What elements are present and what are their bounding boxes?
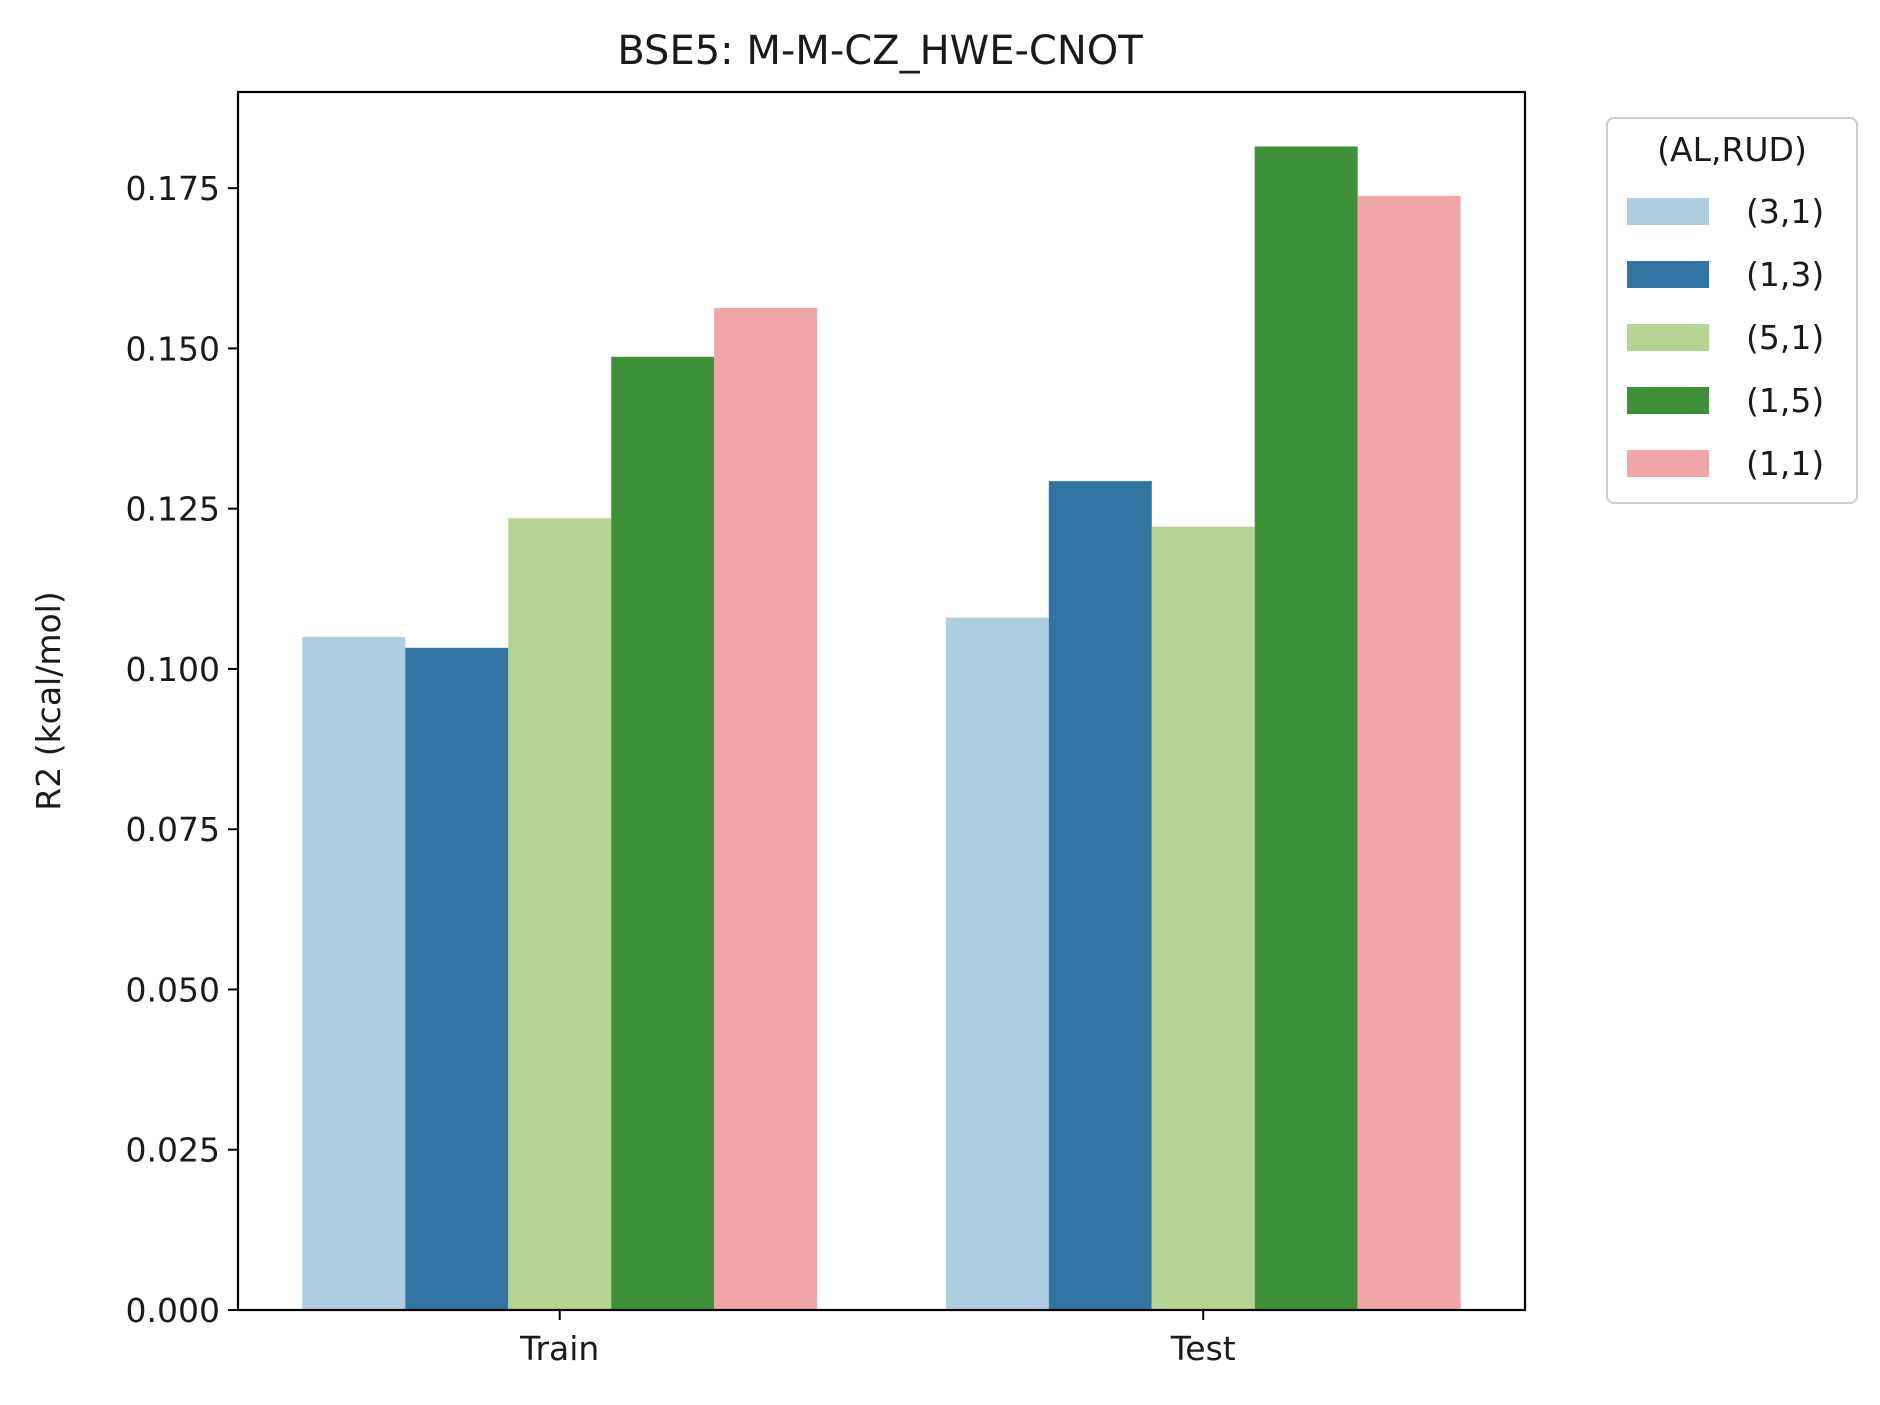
legend-swatch bbox=[1627, 387, 1709, 414]
y-axis-label: R2 (kcal/mol) bbox=[29, 591, 68, 810]
y-tick-label: 0.100 bbox=[126, 650, 220, 689]
bar-test-1-3 bbox=[1048, 481, 1152, 1310]
bar-test-3-1 bbox=[945, 617, 1049, 1310]
legend-label: (5,1) bbox=[1746, 318, 1824, 357]
bar-test-1-5 bbox=[1254, 146, 1358, 1310]
y-tick-label: 0.125 bbox=[126, 490, 220, 529]
legend-label: (1,3) bbox=[1746, 255, 1824, 294]
bar-train-1-5 bbox=[611, 356, 715, 1310]
bars-group bbox=[302, 146, 1461, 1310]
legend-label: (3,1) bbox=[1746, 192, 1824, 231]
y-tick-label: 0.150 bbox=[126, 329, 220, 368]
bar-test-5-1 bbox=[1151, 526, 1255, 1310]
y-tick-label: 0.175 bbox=[126, 169, 220, 208]
x-tick-label: Test bbox=[1170, 1329, 1236, 1368]
x-tick-label: Train bbox=[519, 1329, 599, 1368]
bar-train-5-1 bbox=[508, 518, 612, 1310]
y-tick-label: 0.075 bbox=[126, 810, 220, 849]
legend-title: (AL,RUD) bbox=[1657, 130, 1807, 169]
legend-label: (1,5) bbox=[1746, 381, 1824, 420]
y-tick-label: 0.050 bbox=[126, 970, 220, 1009]
legend: (AL,RUD) (3,1) (1,3) (5,1) (1,5) (1,1) bbox=[1606, 117, 1858, 504]
y-tick-label: 0.025 bbox=[126, 1131, 220, 1170]
bar-test-1-1 bbox=[1357, 195, 1461, 1310]
bar-train-1-3 bbox=[405, 647, 509, 1310]
bar-train-1-1 bbox=[714, 308, 818, 1310]
legend-swatch bbox=[1627, 261, 1709, 288]
legend-swatch bbox=[1627, 324, 1709, 351]
y-axis: 0.000 0.025 0.050 0.075 0.100 0.125 0.150 0.175 bbox=[126, 169, 238, 1330]
legend-swatch bbox=[1627, 450, 1709, 477]
legend-swatch bbox=[1627, 198, 1709, 225]
y-tick-label: 0.000 bbox=[126, 1291, 220, 1330]
plot-frame bbox=[236, 90, 1527, 1312]
legend-label: (1,1) bbox=[1746, 444, 1824, 483]
bar-train-3-1 bbox=[302, 636, 406, 1310]
chart-title: BSE5: M-M-CZ_HWE-CNOT bbox=[617, 28, 1143, 74]
x-axis: Train Test bbox=[519, 1310, 1236, 1368]
